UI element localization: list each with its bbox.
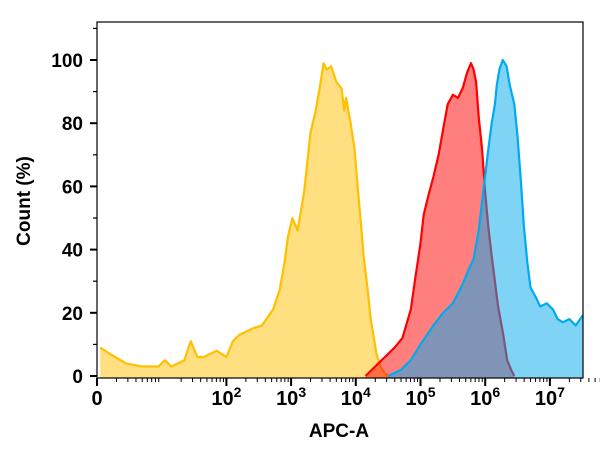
y-tick-label: 0 [72,367,83,388]
x-axis-title: APC-A [309,421,369,442]
x-tick-label: 103 [276,384,306,410]
y-tick-label: 100 [51,51,83,72]
x-tick-label: 107 [535,384,565,410]
x-tick-label: 105 [405,384,435,410]
histogram-blue-area [388,60,583,378]
plot-layer [99,58,583,378]
y-tick-label: 20 [62,304,83,325]
x-tick-label: 106 [470,384,500,410]
y-tick-label: 80 [62,114,83,135]
x-tick-label: 102 [211,384,241,410]
histogram-blue-line [387,58,583,377]
y-tick-label: 60 [62,177,83,198]
x-tick-label: 104 [341,384,371,410]
y-tick-label: 40 [62,241,83,262]
histogram-yellow-area [100,63,389,378]
y-axis-title: Count (%) [14,156,35,246]
x-tick-label: 0 [91,388,102,410]
histogram-yellow-line [99,62,389,377]
plot-frame [96,21,584,379]
